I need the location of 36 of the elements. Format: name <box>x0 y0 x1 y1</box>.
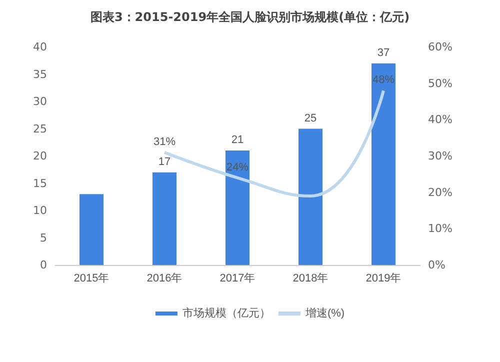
x-tick-label: 2015年 <box>74 272 110 284</box>
x-tick-label: 2017年 <box>220 272 256 284</box>
y-tick-label: 35 <box>33 68 47 81</box>
chart-title: 图表3：2015-2019年全国人脸识别市场规模(单位：亿元) <box>90 10 410 24</box>
y2-tick-label: 20% <box>428 186 452 199</box>
y-tick-label: 15 <box>33 176 47 190</box>
y-tick-label: 10 <box>33 204 47 217</box>
y-tick-label: 20 <box>33 150 47 162</box>
data-label: 48% <box>372 74 395 86</box>
y2-tick-label: 60% <box>428 40 452 54</box>
data-label: 21 <box>231 134 244 146</box>
data-label: 25 <box>304 112 317 124</box>
x-tick-label: 2018年 <box>292 272 328 284</box>
y2-tick-label: 30% <box>428 150 452 162</box>
legend-label: 增速(%) <box>304 306 345 320</box>
y2-tick-label: 10% <box>428 222 452 236</box>
legend-label: 市场规模（亿元） <box>182 306 270 320</box>
y2-tick-label: 50% <box>428 76 452 90</box>
bar <box>152 172 176 265</box>
data-label: 37 <box>377 46 390 59</box>
x-tick-label: 2016年 <box>146 272 182 284</box>
data-label: 31% <box>153 136 176 148</box>
y-tick-label: 5 <box>40 231 47 244</box>
bar <box>298 128 322 265</box>
y2-tick-label: 0% <box>428 258 446 272</box>
bar <box>80 194 104 265</box>
data-label: 17 <box>158 156 171 168</box>
y-tick-label: 0 <box>40 258 47 272</box>
y-tick-label: 25 <box>33 122 47 136</box>
bar <box>226 150 250 265</box>
y2-tick-label: 40% <box>428 113 452 126</box>
y-tick-label: 30 <box>33 95 47 108</box>
data-label: 24% <box>226 161 249 174</box>
x-tick-label: 2019年 <box>366 272 402 284</box>
y-tick-label: 40 <box>33 40 47 54</box>
bar <box>372 63 396 265</box>
